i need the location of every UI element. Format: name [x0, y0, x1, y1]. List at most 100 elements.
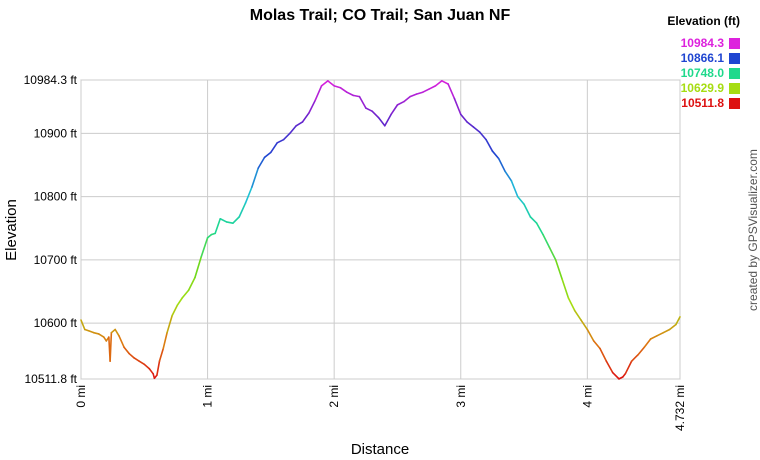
profile-segment: [542, 233, 551, 249]
profile-segment: [440, 80, 449, 85]
profile-segment: [637, 346, 646, 356]
profile-segment: [181, 289, 190, 299]
profile-segment: [516, 195, 525, 206]
profile-segment: [472, 126, 481, 133]
y-axis-title: Elevation: [3, 199, 20, 261]
elevation-profile-line: [80, 80, 681, 380]
profile-segment: [176, 297, 184, 307]
profile-segment: [365, 107, 373, 112]
y-tick-label: 10984.3 ft: [24, 73, 78, 87]
profile-segment: [384, 113, 392, 127]
profile-segment: [523, 203, 532, 218]
profile-segment: [466, 121, 475, 128]
legend-swatch: [729, 68, 740, 79]
profile-segment: [276, 138, 285, 144]
profile-segment: [662, 328, 671, 334]
x-tick-label: 4 mi: [580, 385, 594, 408]
profile-segment: [123, 346, 130, 355]
profile-segment: [87, 329, 95, 334]
profile-segment: [535, 222, 544, 236]
profile-segment: [592, 340, 601, 350]
profile-segment: [171, 304, 179, 317]
profile-segment: [510, 180, 519, 198]
profile-segment: [668, 323, 677, 331]
profile-segment: [109, 331, 113, 362]
profile-segment: [301, 112, 310, 123]
profile-segment: [352, 94, 361, 98]
legend-label: 10984.3: [681, 36, 725, 50]
profile-segment: [158, 347, 165, 362]
x-tick-label: 1 mi: [201, 385, 215, 408]
y-tick-label: 10600 ft: [34, 316, 78, 330]
legend-swatch: [729, 83, 740, 94]
profile-segment: [263, 151, 272, 159]
x-tick-label: 0 mi: [74, 385, 88, 408]
profile-segment: [114, 328, 120, 337]
profile-segment: [396, 100, 405, 106]
profile-segment: [232, 216, 241, 225]
legend-label: 10511.8: [681, 96, 724, 110]
profile-segment: [346, 91, 354, 97]
profile-segment: [580, 319, 589, 331]
profile-segment: [428, 85, 437, 90]
profile-segment: [327, 80, 335, 87]
profile-segment: [421, 88, 430, 94]
profile-segment: [257, 156, 266, 169]
profile-segment: [599, 347, 608, 362]
profile-segment: [339, 86, 348, 94]
profile-segment: [491, 150, 500, 160]
profile-segment: [156, 360, 161, 376]
y-tick-label: 10900 ft: [34, 126, 78, 140]
profile-segment: [605, 360, 614, 374]
profile-segment: [320, 80, 329, 87]
profile-segment: [187, 276, 196, 292]
grid: [80, 79, 681, 380]
profile-segment: [206, 233, 213, 239]
profile-segment: [244, 186, 253, 204]
profile-segment: [314, 85, 323, 102]
legend-label: 10866.1: [681, 51, 725, 65]
profile-segment: [214, 217, 222, 235]
profile-segment: [675, 316, 681, 326]
profile-segment: [656, 331, 665, 337]
profile-segment: [573, 309, 582, 321]
profile-segment: [485, 138, 494, 152]
profile-segment: [497, 157, 506, 173]
profile-segment: [219, 217, 228, 223]
profile-segment: [643, 338, 652, 349]
profile-segment: [80, 319, 86, 331]
profile-segment: [529, 216, 538, 225]
profile-segment: [143, 363, 151, 370]
profile-segment: [118, 335, 125, 349]
legend-label: 10748.0: [681, 66, 725, 80]
profile-segment: [478, 131, 487, 141]
profile-segment: [92, 331, 100, 335]
profile-segment: [453, 97, 462, 116]
y-tick-label: 10511.8 ft: [25, 372, 78, 386]
profile-segment: [282, 132, 291, 141]
profile-segment: [162, 331, 168, 350]
profile-segment: [409, 93, 418, 98]
y-axis-ticks: 10511.8 ft 10600 ft 10700 ft 10800 ft 10900 …: [24, 73, 78, 386]
profile-segment: [624, 360, 633, 375]
x-tick-label: 2 mi: [327, 385, 341, 408]
profile-segment: [554, 259, 563, 280]
profile-segment: [128, 352, 135, 359]
profile-segment: [289, 124, 297, 135]
profile-segment: [415, 91, 424, 95]
profile-segment: [133, 357, 141, 362]
profile-segment: [238, 202, 247, 218]
profile-segment: [333, 85, 342, 89]
profile-segment: [200, 236, 209, 258]
profile-segment: [295, 121, 304, 127]
profile-segment: [567, 297, 576, 312]
profile-segment: [270, 142, 279, 154]
x-axis-title: Distance: [351, 441, 409, 458]
x-tick-label: 3 mi: [454, 385, 468, 408]
profile-segment: [138, 360, 146, 366]
legend-label: 10629.9: [681, 81, 725, 95]
x-tick-label: 4.732 mi: [673, 385, 687, 431]
y-tick-label: 10800 ft: [34, 190, 78, 204]
elevation-legend: Elevation (ft) 10984.310866.110748.01062…: [667, 14, 740, 110]
